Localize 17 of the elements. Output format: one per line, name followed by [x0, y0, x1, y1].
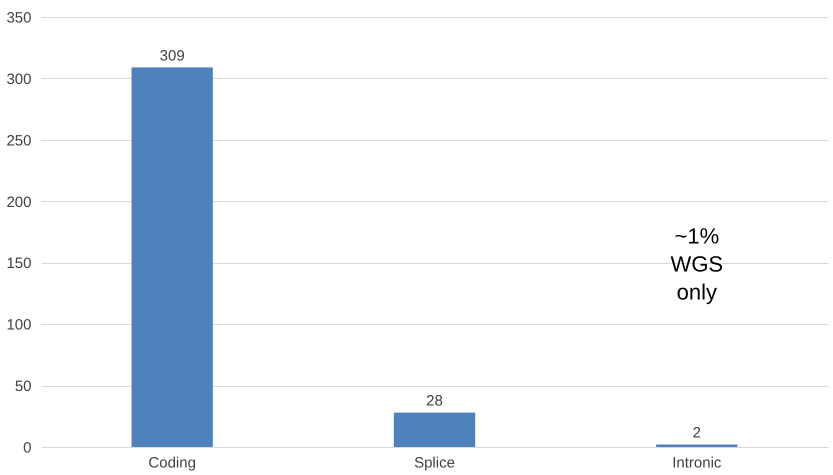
y-tick-label: 200 [6, 194, 32, 211]
y-tick-label: 250 [6, 132, 32, 150]
data-label: 2 [692, 424, 702, 442]
x-tick-label: Intronic [672, 454, 722, 472]
y-tick-label: 300 [6, 70, 32, 88]
y-tick-label: 50 [14, 378, 32, 396]
bar [132, 67, 213, 447]
x-tick-label: Splice [414, 454, 455, 472]
y-tick-label: 350 [6, 10, 32, 26]
data-label: 28 [426, 392, 443, 410]
y-tick-label: 100 [6, 316, 32, 334]
data-label: 309 [160, 47, 185, 64]
annotation: ~1% WGS only [670, 223, 724, 304]
bar [394, 412, 476, 447]
y-tick-label: 0 [23, 440, 32, 456]
x-tick-label: Coding [148, 454, 196, 472]
y-tick-label: 150 [6, 255, 32, 272]
